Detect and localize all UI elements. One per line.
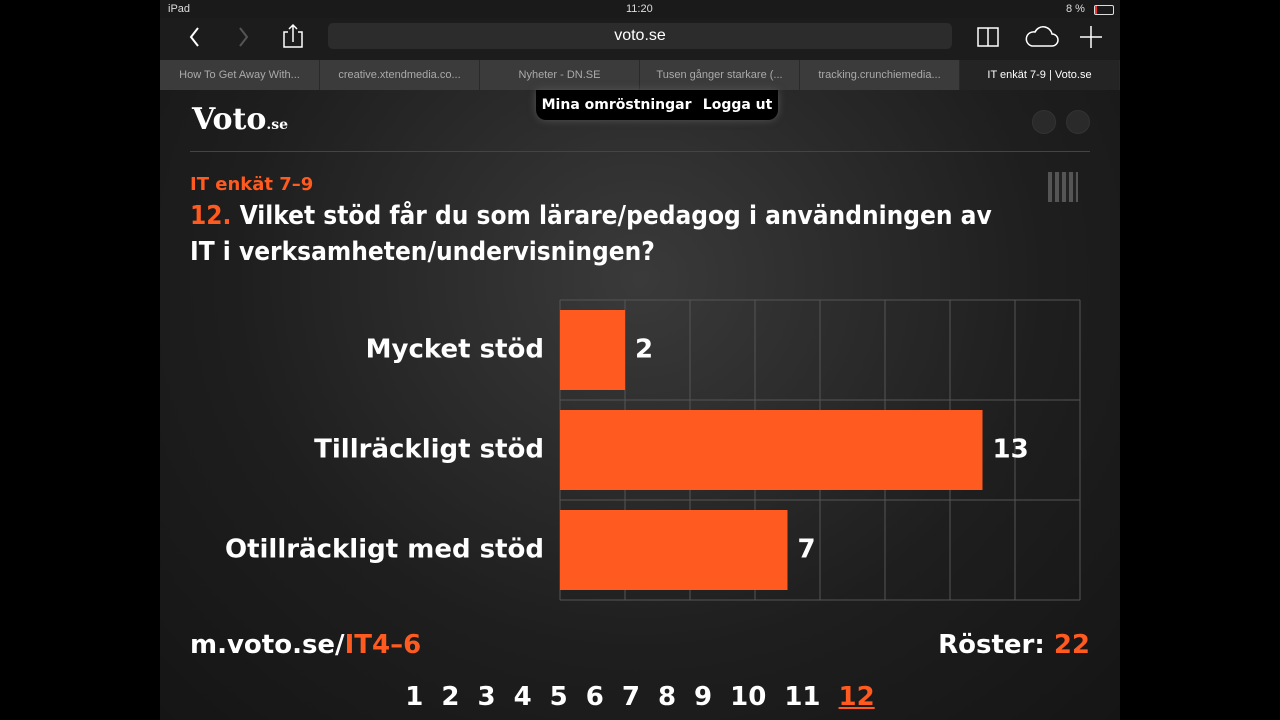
share-button[interactable] [283,23,303,48]
category-label: Mycket stöd [366,335,544,365]
question-number: 12. [190,201,232,231]
page-link[interactable]: 8 [657,682,677,712]
ipad-screen: iPad 11:20 8 % voto.se How To Get Away W… [160,0,1120,720]
vote-count: Röster: 22 [938,630,1090,660]
page-link[interactable]: 9 [694,682,713,712]
logo-suffix: .se [266,117,289,133]
category-label: Tillräckligt stöd [314,435,544,465]
tab[interactable]: Nyheter - DN.SE [480,60,640,90]
social-icon[interactable] [1032,110,1056,134]
forward-button[interactable] [239,27,249,47]
survey-name: IT enkät 7–9 [190,174,314,195]
social-icon[interactable] [1066,110,1090,134]
bar [560,310,625,390]
url-prefix: m.voto.se/ [190,630,345,660]
tab-bar: How To Get Away With... creative.xtendmed… [160,60,1120,90]
question-text: Vilket stöd får du som lärare/pedagog i … [190,201,992,267]
category-label: Otillräckligt med stöd [225,535,544,565]
url-code: IT4–6 [344,630,422,660]
value-label: 2 [635,335,653,365]
votes: 22 [1053,630,1090,660]
tab[interactable]: IT enkät 7-9 | Voto.se [960,60,1120,90]
time: 11:20 [626,3,653,15]
cloud-tabs-button[interactable] [1025,26,1059,47]
tab[interactable]: Tusen gånger starkare (... [640,60,800,90]
page-link[interactable]: 2 [441,682,460,712]
pagination: 1 2 3 4 5 6 7 8 9 10 11 12 [160,682,1120,712]
chart: Mycket stöd 2 Tillräckligt stöd 13 Otillräck… [225,299,1081,601]
page-link[interactable]: 1 [405,682,424,712]
value-label: 13 [993,435,1029,465]
battery: 8 % [1066,3,1085,15]
bookmarks-button[interactable] [977,27,999,47]
tab[interactable]: tracking.crunchiemedia... [800,60,960,90]
nav-link[interactable]: Mina omröstningar [541,97,692,113]
page-link[interactable]: 12 [838,682,875,712]
back-button[interactable] [189,27,199,47]
page-link[interactable]: 4 [513,682,532,712]
new-tab-button[interactable] [1080,26,1102,48]
page-link[interactable]: 5 [549,682,568,712]
divider [190,151,1090,152]
votes-label: Röster: [938,630,1045,660]
url-bar[interactable]: voto.se [328,23,952,49]
status-bar: iPad 11:20 8 % [160,0,1120,18]
page-link[interactable]: 7 [621,682,640,712]
nav-link[interactable]: Logga ut [702,97,773,113]
toolbar-icons [189,23,1102,48]
toolbar: voto.se [160,18,1120,60]
page-link[interactable]: 3 [477,682,496,712]
logo[interactable]: Voto.se [192,102,288,137]
tab[interactable]: creative.xtendmedia.co... [320,60,480,90]
page-link[interactable]: 11 [784,682,821,712]
logo-text: Voto [192,102,267,137]
short-url: m.voto.se/IT4–6 [190,630,421,660]
bar [560,510,788,590]
qr-icon[interactable] [1048,172,1078,202]
bar [560,410,983,490]
site-nav: Mina omröstningar Logga ut [536,90,778,120]
web-content: Mina omröstningar Logga ut Voto.se IT en… [160,90,1120,720]
url: voto.se [614,27,666,44]
question: 12. Vilket stöd får du som lärare/pedago… [190,198,1020,270]
page-link[interactable]: 6 [585,682,604,712]
value-label: 7 [798,535,816,565]
page-link[interactable]: 10 [730,682,767,712]
tab[interactable]: How To Get Away With... [160,60,320,90]
device: iPad [168,3,191,15]
battery-icon [1094,5,1114,15]
